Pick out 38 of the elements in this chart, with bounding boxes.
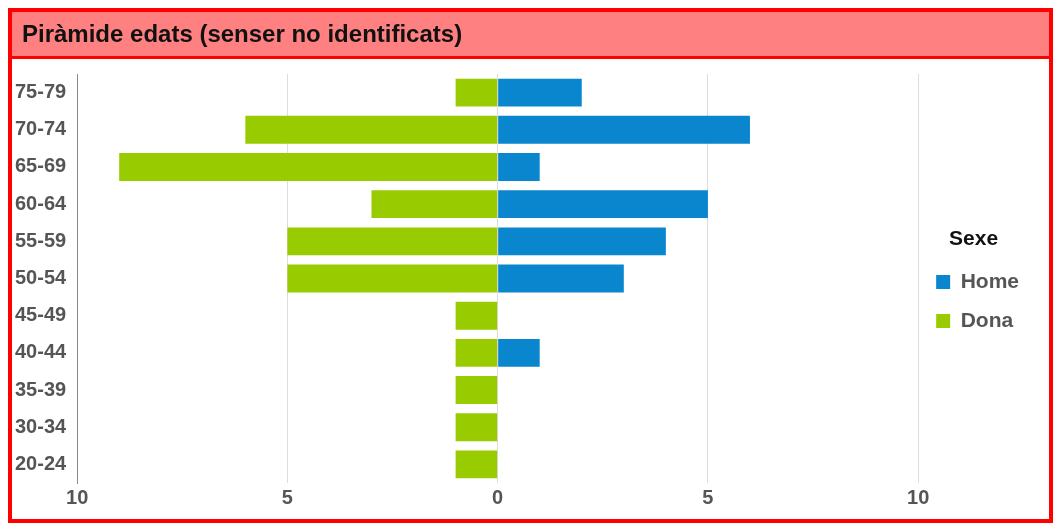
bar bbox=[287, 227, 498, 256]
bar bbox=[498, 115, 750, 144]
y-tick-label: 30-34 bbox=[15, 414, 68, 437]
y-tick-label: 35-39 bbox=[15, 377, 67, 400]
y-tick-label: 40-44 bbox=[15, 340, 68, 363]
bar bbox=[287, 264, 498, 293]
y-tick-label: 65-69 bbox=[15, 154, 67, 177]
y-tick-label: 20-24 bbox=[15, 451, 68, 474]
bar bbox=[455, 338, 498, 367]
bar bbox=[455, 450, 498, 479]
y-tick-label: 75-79 bbox=[15, 80, 67, 103]
bar bbox=[371, 190, 498, 219]
y-tick-label: 55-59 bbox=[15, 228, 67, 251]
y-tick-label: 60-64 bbox=[15, 191, 68, 214]
y-tick-label: 70-74 bbox=[15, 117, 68, 140]
legend-label: Dona bbox=[960, 307, 1014, 331]
x-tick-label: 0 bbox=[492, 485, 504, 508]
bar bbox=[455, 413, 498, 442]
bar bbox=[498, 227, 666, 256]
x-tick-label: 10 bbox=[66, 485, 89, 508]
legend-title: Sexe bbox=[949, 225, 999, 249]
bar bbox=[498, 338, 540, 367]
y-tick-label: 50-54 bbox=[15, 266, 68, 289]
bar bbox=[498, 190, 708, 219]
x-tick-label: 5 bbox=[281, 485, 293, 508]
bar bbox=[455, 78, 498, 107]
bar bbox=[245, 115, 498, 144]
bar bbox=[498, 264, 624, 293]
bar bbox=[455, 301, 498, 330]
bar bbox=[119, 153, 498, 181]
y-tick-label: 45-49 bbox=[15, 303, 67, 326]
legend-label: Home bbox=[960, 268, 1020, 292]
bar bbox=[455, 376, 498, 404]
bar bbox=[498, 153, 540, 181]
chart-title: Piràmide edats (senser no identificats) bbox=[12, 12, 1049, 59]
x-tick-label: 10 bbox=[907, 485, 930, 508]
x-tick-label: 5 bbox=[702, 485, 714, 508]
bar bbox=[498, 78, 582, 107]
